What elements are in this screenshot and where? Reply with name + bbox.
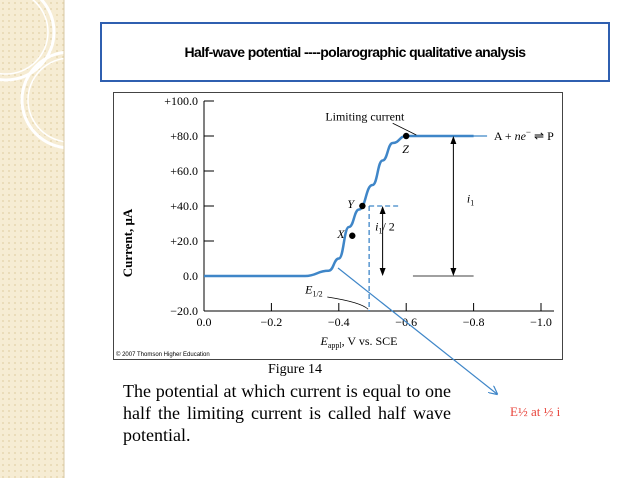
e-half-pointer — [327, 296, 369, 310]
polarogram-chart: Current, μA +100.0 +80.0 +60.0 +40.0 +20.0 0.… — [116, 94, 554, 358]
y-tick-label: +80.0 — [170, 129, 198, 143]
polarographic-wave-line — [204, 134, 474, 278]
limiting-current-label: Limiting current — [325, 109, 405, 123]
curve-point-marker — [403, 132, 410, 140]
half-i1-label: i1/ 2 — [375, 220, 395, 236]
half-i-sub: 1 — [378, 227, 382, 236]
decorative-circles — [0, 0, 110, 478]
e-half-main: E — [304, 283, 313, 297]
i1-sub: 1 — [470, 199, 474, 208]
limiting-current-pointer — [392, 122, 417, 136]
y-axis-ticks: +100.0 +80.0 +60.0 +40.0 +20.0 0.0 −20.0 — [164, 94, 214, 318]
x-tick-label: −0.2 — [261, 315, 283, 329]
y-tick-label: +100.0 — [164, 94, 198, 108]
x-label-sub: appl — [328, 341, 343, 350]
y-tick-label: −20.0 — [170, 304, 198, 318]
curve-point-marker — [349, 232, 356, 239]
curve-point-marker — [359, 202, 366, 210]
deco-circle-top-inner — [0, 0, 49, 75]
reaction-equation: A + ne− ⇌ P — [494, 127, 554, 143]
x-tick-label: −0.4 — [328, 315, 350, 329]
x-tick-label: 0.0 — [197, 315, 212, 329]
deco-circle-top — [0, 0, 56, 82]
x-axis-label: Eappl, V vs. SCE — [319, 334, 397, 350]
curve-point-label: X — [336, 227, 345, 241]
half-i-main: i — [375, 220, 378, 234]
y-tick-label: 0.0 — [183, 269, 198, 283]
x-label-main: E — [319, 334, 328, 348]
reaction-rhs: P — [547, 129, 554, 143]
y-tick-label: +20.0 — [170, 234, 198, 248]
x-label-rest: , V vs. SCE — [342, 334, 398, 348]
side-note: E½ at ½ i — [510, 404, 561, 419]
curve-point-label: Y — [347, 197, 355, 211]
x-tick-label: −1.0 — [530, 315, 552, 329]
i1-label: i1 — [467, 192, 474, 208]
i1-main: i — [467, 192, 470, 206]
y-tick-label: +40.0 — [170, 199, 198, 213]
curve-point-label: Z — [402, 142, 409, 156]
x-tick-label: −0.8 — [463, 315, 485, 329]
slide-title: Half-wave potential ----polarographic qu… — [184, 44, 527, 60]
half-i-div: / 2 — [382, 220, 394, 234]
y-axis-label: Current, μA — [120, 208, 135, 277]
x-axis-ticks: 0.0 −0.2 −0.4 −0.6 −0.8 −1.0 — [197, 303, 552, 329]
e-half-sub: 1/2 — [312, 290, 322, 299]
reaction-minus: − — [526, 127, 531, 137]
reaction-ne: ne — [515, 129, 527, 143]
deco-circle-mid — [20, 50, 110, 150]
reaction-arrow: ⇌ — [534, 129, 544, 143]
y-tick-label: +60.0 — [170, 164, 198, 178]
reaction-lhs: A + — [494, 129, 515, 143]
figure-label: Figure 14 — [268, 362, 323, 377]
caption-text: The potential at which current is equal … — [123, 381, 451, 445]
polarogram-figure: Current, μA +100.0 +80.0 +60.0 +40.0 +20.0 0.… — [113, 92, 563, 360]
copyright-note: © 2007 Thomson Higher Education — [116, 351, 210, 358]
deco-circle-mid-inner — [27, 57, 110, 143]
curve-points: X Y Z — [336, 132, 410, 241]
slide-title-box: Half-wave potential ----polarographic qu… — [100, 22, 610, 82]
e-half-label: E1/2 — [304, 283, 323, 299]
x-tick-label: −0.6 — [395, 315, 417, 329]
